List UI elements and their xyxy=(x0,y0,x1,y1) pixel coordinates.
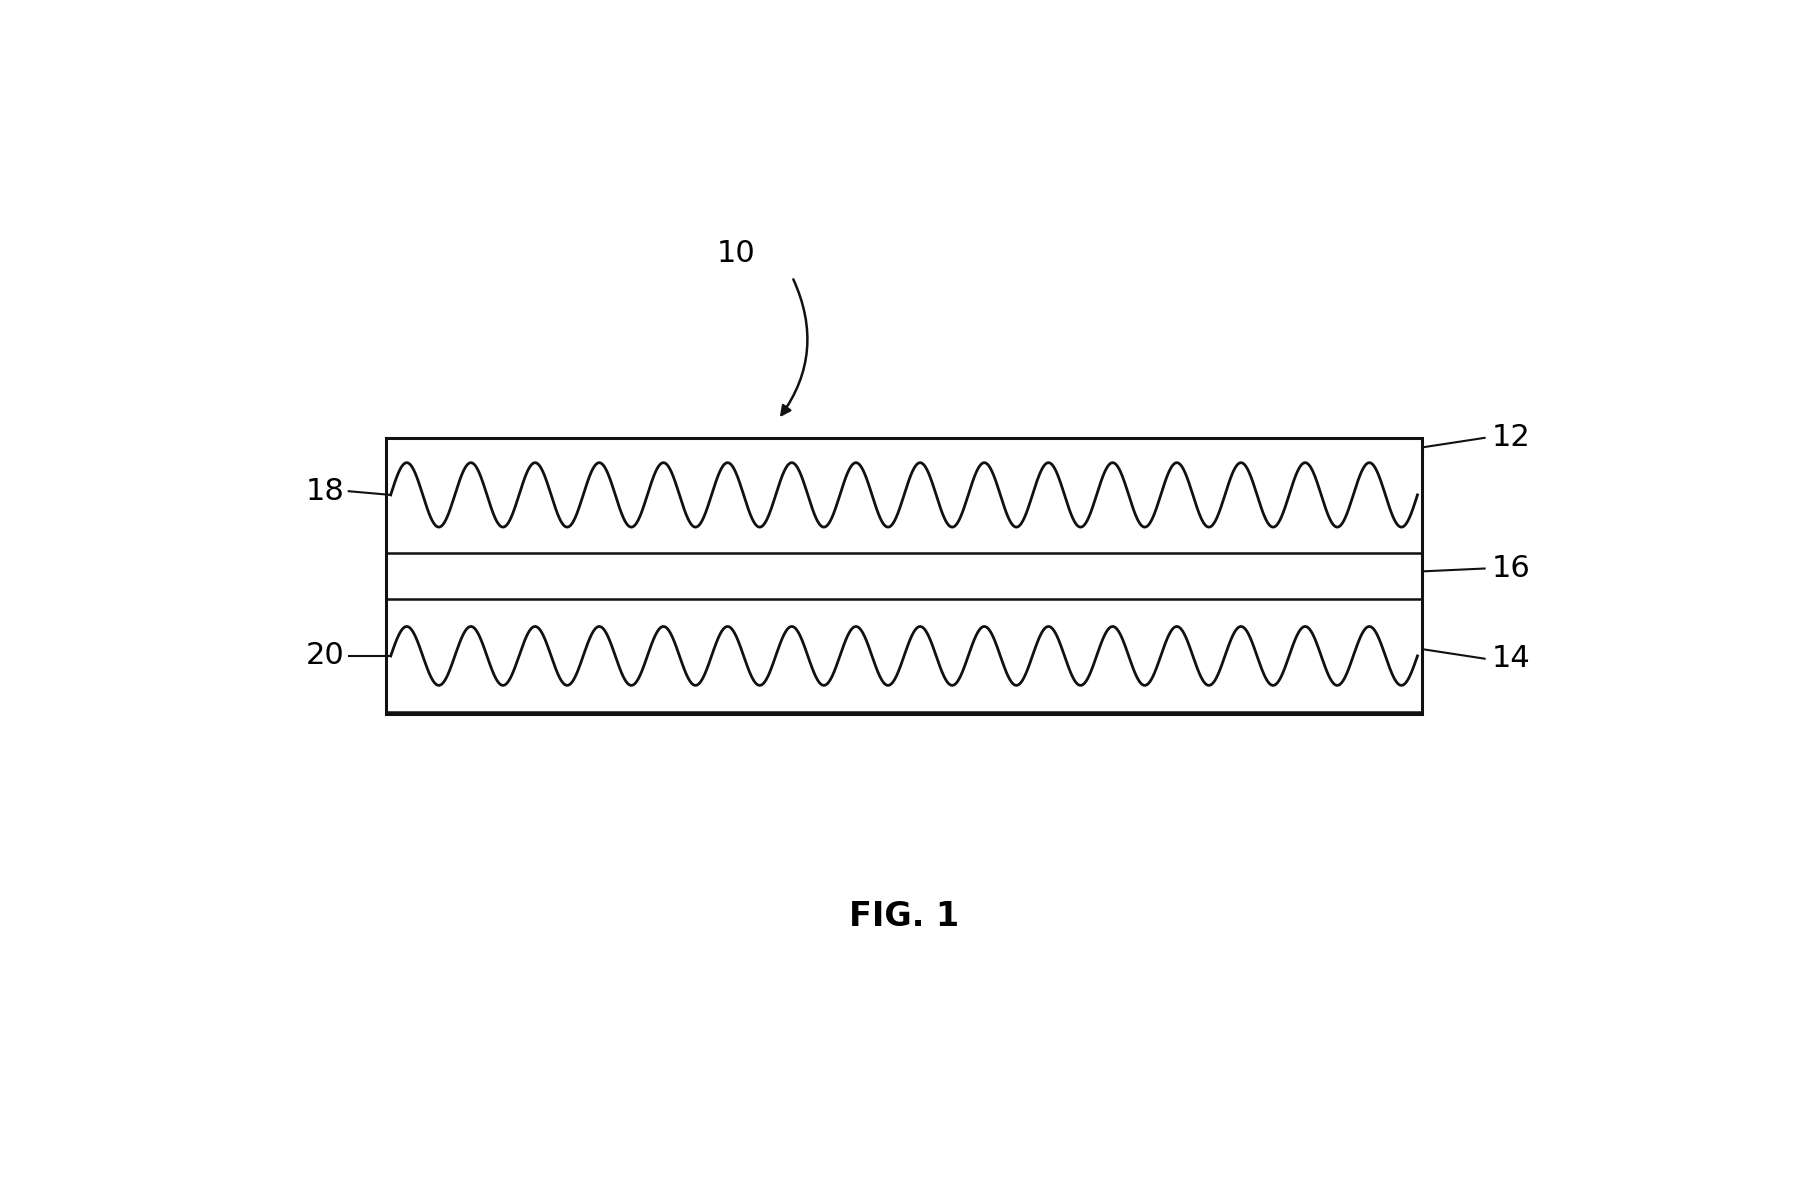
Text: 12: 12 xyxy=(1491,423,1531,453)
Text: 20: 20 xyxy=(305,642,345,670)
Text: FIG. 1: FIG. 1 xyxy=(848,900,958,933)
Text: 18: 18 xyxy=(305,477,345,505)
Text: 16: 16 xyxy=(1491,554,1531,583)
Bar xyxy=(386,437,1422,713)
Text: 10: 10 xyxy=(717,239,756,269)
Text: 14: 14 xyxy=(1491,644,1531,673)
